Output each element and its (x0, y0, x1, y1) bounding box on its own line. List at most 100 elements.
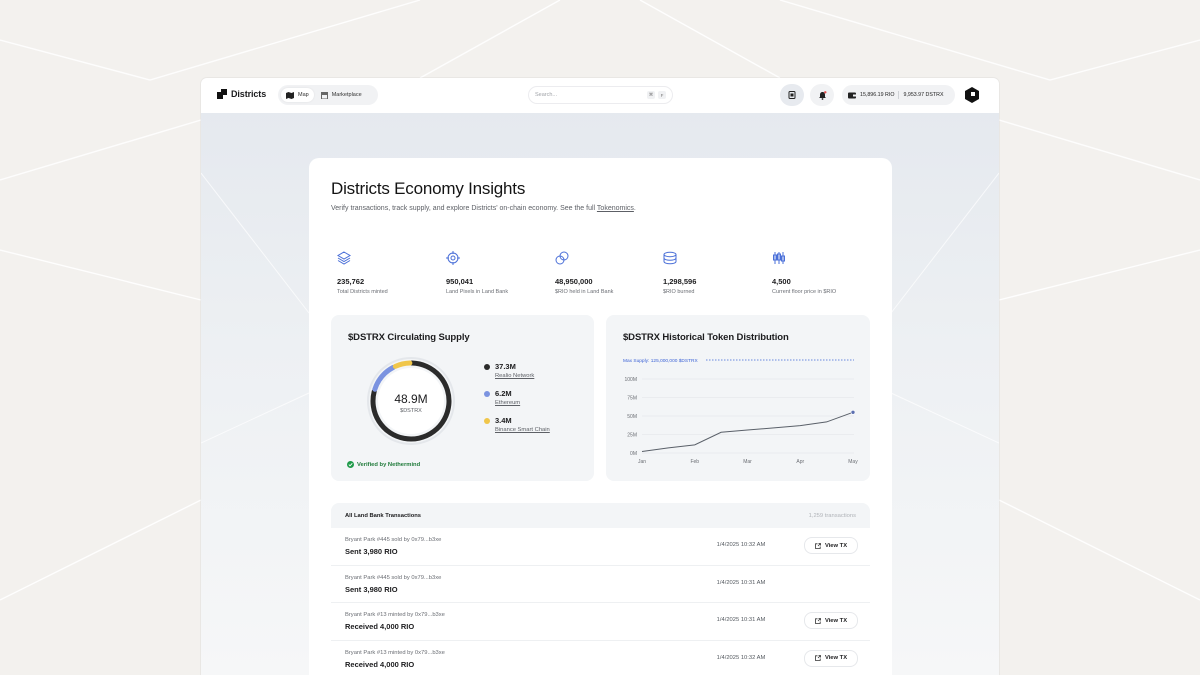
external-link-icon (815, 542, 821, 549)
view-tx-label: View TX (824, 655, 848, 661)
tx-date: 1/4/2025 10:32 AM (716, 542, 766, 548)
tokenomics-link[interactable]: Tokenomics (596, 205, 634, 212)
series-end-point (850, 410, 856, 415)
external-link-icon (815, 655, 821, 661)
view-tx-button[interactable]: View TX (804, 649, 858, 667)
y-tick-label: 100M (624, 377, 637, 383)
tab-marketplace[interactable]: Marketplace (316, 88, 367, 102)
table-row: Bryant Park #445 sold by 0x79...b3xe Sent… (331, 566, 870, 603)
tx-description: Bryant Park #13 minted by 0x79...b3xe (345, 612, 445, 618)
target-icon (446, 251, 460, 265)
document-button[interactable] (780, 84, 804, 106)
legend-link-ethereum[interactable]: Ethereum (495, 400, 521, 406)
table-row: Bryant Park #13 minted by 0x79...b3xe Rec… (331, 641, 870, 675)
stat-rio-burned: 1,298,596 $RIO burned (663, 251, 763, 295)
document-icon (788, 91, 796, 99)
supply-donut-chart: 48.9M $DSTRX (367, 357, 455, 445)
page-subtitle: Verify transactions, track supply, and e… (331, 205, 636, 212)
subtitle-end: . (633, 205, 636, 212)
bell-icon (818, 90, 826, 100)
tx-date: 1/4/2025 10:32 AM (716, 654, 766, 661)
max-supply-label: Max Supply: 125,000,000 $DSTRX (623, 358, 698, 364)
stat-label: Total Districts minted (337, 289, 388, 295)
tab-map-label: Map (298, 92, 309, 98)
tab-map[interactable]: Map (281, 88, 314, 102)
legend-dot (484, 364, 490, 370)
distribution-series-line (641, 411, 854, 453)
transactions-table: All Land Bank Transactions 1,259 transac… (331, 503, 870, 675)
legend-dot (484, 391, 490, 397)
check-badge-icon (347, 461, 354, 468)
view-tx-button[interactable]: View TX (804, 537, 858, 554)
legend-value: 37.3M (495, 362, 516, 371)
tab-marketplace-label: Marketplace (331, 92, 362, 98)
stat-districts-minted: 235,762 Total Districts minted (337, 251, 437, 295)
external-link-icon (815, 617, 821, 624)
table-row: Bryant Park #13 minted by 0x79...b3xe Rec… (331, 603, 870, 641)
tx-description: Bryant Park #445 sold by 0x79...b3xe (345, 537, 442, 543)
brand-name: Districts (231, 89, 267, 99)
y-tick-label: 50M (627, 414, 637, 420)
x-tick-label: Mar (743, 459, 752, 465)
legend-link-realio[interactable]: Realio Network (495, 373, 535, 379)
main-nav: Map Marketplace (278, 85, 378, 105)
dstrx-balance: 9,953.97 DSTRX (903, 92, 944, 98)
distribution-panel-title: $DSTRX Historical Token Distribution (623, 332, 789, 343)
tx-description: Bryant Park #445 sold by 0x79...b3xe (345, 574, 442, 581)
tx-date: 1/4/2025 10:31 AM (716, 579, 766, 586)
stat-floor-price: 4,500 Current floor price in $RIO (772, 251, 872, 295)
stat-value: 1,298,596 (663, 277, 697, 286)
y-tick-label: 0M (630, 451, 637, 457)
economy-insights-card: Districts Economy Insights Verify transa… (309, 158, 892, 675)
y-tick-label: 25M (627, 432, 637, 438)
tx-amount: Received 4,000 RIO (345, 622, 415, 631)
balance-divider (898, 91, 900, 99)
wallet-balance[interactable]: 15,896.19 RIO 9,953.97 DSTRX (842, 85, 955, 105)
subtitle-text: Verify transactions, track supply, and e… (331, 205, 596, 212)
store-icon (320, 91, 328, 99)
distribution-line-chart: Max Supply: 125,000,000 $DSTRX 0M 25M 50M 75… (623, 358, 858, 465)
donut-center-value: 48.9M (394, 392, 427, 406)
map-icon (286, 91, 294, 99)
x-tick-label: May (848, 459, 858, 465)
stat-label: $RIO burned (663, 289, 695, 295)
layers-icon (337, 251, 351, 265)
donut-outer-ring (367, 357, 455, 445)
notifications-button[interactable] (810, 84, 834, 106)
transactions-count: 1,259 transactions (808, 512, 856, 519)
verified-text: Verified by Nethermind (357, 461, 421, 468)
view-tx-button[interactable]: View TX (804, 612, 858, 629)
supply-panel-title: $DSTRX Circulating Supply (348, 332, 470, 343)
top-navigation-bar: Districts Map Marketplace ⌘ F (201, 78, 999, 113)
shortcut-cmd-key: ⌘ (647, 91, 655, 99)
token-distribution-panel: $DSTRX Historical Token Distribution Max… (606, 315, 870, 481)
donut-slice-realio-network (370, 360, 452, 442)
stack-icon (663, 251, 677, 265)
stat-value: 235,762 (337, 277, 365, 286)
legend-value: 3.4M (495, 416, 512, 425)
view-tx-label: View TX (824, 542, 848, 549)
app-window: Districts Map Marketplace ⌘ F (201, 78, 999, 675)
tx-amount: Received 4,000 RIO (345, 659, 415, 669)
transactions-title: All Land Bank Transactions (345, 512, 422, 519)
tx-amount: Sent 3,980 RIO (345, 584, 398, 594)
stat-rio-held: 48,950,000 $RIO held in Land Bank (555, 251, 655, 295)
search-input[interactable] (535, 92, 635, 98)
legend-link-bsc[interactable]: Binance Smart Chain (495, 427, 550, 433)
user-avatar[interactable] (964, 87, 980, 103)
shortcut-f-key: F (658, 91, 666, 99)
page-title: Districts Economy Insights (331, 179, 526, 198)
candles-icon (773, 252, 785, 264)
stat-value: 48,950,000 (555, 277, 593, 286)
x-tick-label: Apr (796, 459, 804, 465)
search-box[interactable]: ⌘ F (528, 86, 673, 104)
stat-label: $RIO held in Land Bank (555, 289, 614, 295)
districts-logo-icon (217, 89, 227, 99)
stat-value: 950,041 (446, 277, 474, 286)
donut-slice-binance-smart-chain (392, 360, 413, 369)
x-tick-label: Jan (638, 459, 646, 465)
view-tx-label: View TX (824, 617, 848, 624)
brand-logo[interactable]: Districts (217, 89, 266, 99)
coins-icon (555, 251, 569, 265)
